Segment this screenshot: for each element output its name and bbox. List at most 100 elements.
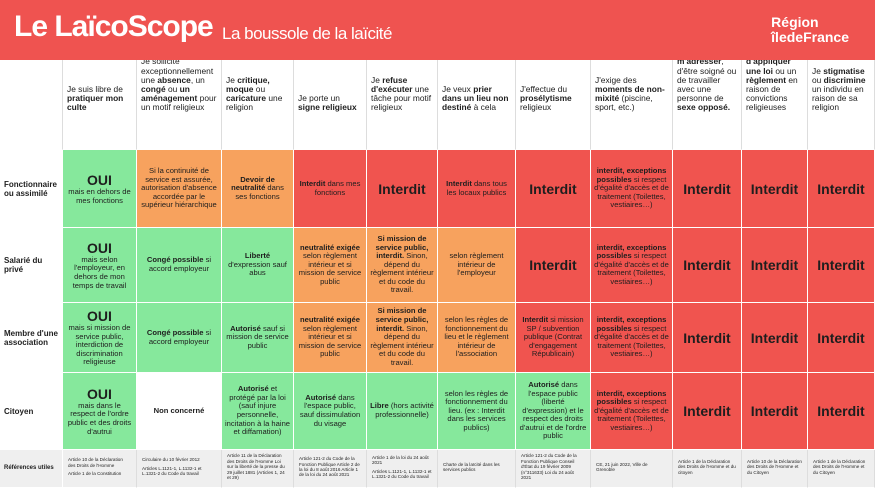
cell: Si mission de service public, interdit. … [367, 303, 438, 373]
text-run: Je veux [442, 84, 474, 94]
cell-text: Interdit [817, 257, 864, 273]
text-run: Je suis libre de [67, 84, 123, 94]
cell: Interdit [808, 373, 875, 450]
cell: Libre (hors activité professionnelle) [367, 373, 438, 450]
cell-text: Interdit [817, 403, 864, 419]
text-run: ou [812, 74, 824, 85]
cell-text: J'exige des moments de non-mixité (pisci… [595, 75, 668, 113]
cell-text: Si mission de service public, interdit. … [370, 234, 434, 295]
cell-text: Je refuse d'exécuter une tâche pour moti… [371, 75, 433, 113]
text-run: ou [253, 84, 266, 94]
text-run: Je [226, 74, 238, 85]
reference-text: Charte de la laïcité dans les services p… [443, 461, 500, 472]
cell: OUI mais dans le respect de l'ordre publi… [63, 373, 137, 450]
reference: Article 1 de la Déclaration des Droits d… [808, 450, 875, 488]
table: Je suis libre de pratiquer mon culte Je s… [0, 60, 875, 488]
cell-text: interdit, exceptions possibles si respec… [594, 242, 669, 287]
cell-text: Je veux prier dans un lieu non destiné à… [442, 84, 511, 113]
text-run: interdit, exceptions possibles [596, 315, 667, 333]
cell-text: neutralité exigée selon règlement intéri… [297, 242, 363, 287]
text-run: prosélytisme [520, 93, 572, 104]
reference: Article 1 de la Déclaration des Droits d… [673, 450, 742, 488]
verdict: Interdit [817, 257, 865, 273]
cell: Autorisé sauf si mission de service publ… [222, 303, 294, 373]
text-run: Non concerné [153, 405, 205, 415]
cell-text: Interdit dans mes fonctions [297, 179, 363, 197]
logo: Le LaïcoScope [14, 10, 214, 43]
region-line: Région [771, 14, 819, 30]
cell: Interdit [742, 228, 808, 303]
text-run: Devoir de neutralité [231, 174, 275, 193]
reference-text: Article 10 de la Déclaration des Droits … [747, 458, 802, 475]
text-run: si mission SP / subvention publique (Con… [523, 315, 584, 359]
verdict: Interdit [750, 403, 799, 419]
text-run: interdit, exceptions possibles [596, 242, 667, 261]
row-header: Salarié du privé [0, 228, 63, 303]
reference-text: Circulaire du 10 février 2012 [142, 457, 200, 463]
cell-text: Si mission de service public, interdit. … [370, 307, 434, 367]
reference: Article 11 de la Déclaration des Droits … [222, 450, 294, 488]
text-run: Interdit [522, 315, 549, 325]
text-run: mais si mission de service public, inter… [68, 323, 131, 367]
reference-text: CE, 21 juin 2022, Ville de Grenoble [596, 461, 648, 472]
text-run: mais selon l'employeur, en dehors de mon… [72, 254, 127, 290]
reference: Article 1 de la loi du 24 août 2021 Artic… [367, 450, 438, 488]
cell: Interdit [742, 373, 808, 450]
verdict: OUI [87, 239, 112, 256]
column-header: Je veux prier dans un lieu non destiné à… [438, 60, 516, 150]
reference: Charte de la laïcité dans les services p… [438, 450, 516, 488]
text-run: mais en dehors de mes fonctions [68, 186, 131, 205]
column-header: Je porte un signe religieux [294, 60, 367, 150]
cell: Interdit [673, 150, 742, 228]
text-run: selon les règles de fonctionnement du li… [444, 315, 509, 359]
verdict: Interdit [683, 403, 731, 419]
verdict: Interdit [750, 329, 799, 346]
cell: Interdit [808, 228, 875, 303]
cell-text: Je sollicite exceptionnellement une abse… [141, 60, 217, 113]
reference-text: Articles L.1121-1, L.1132-1 et L.1321-2 … [142, 465, 202, 477]
text-run: Si la continuité de service est assurée,… [141, 166, 217, 210]
text-run: (hors activité professionnelle) [375, 401, 434, 419]
text-run: dans ses fonctions [235, 183, 284, 201]
cell-text: interdit, exceptions possibles si respec… [594, 315, 669, 359]
cell-text: OUI mais si mission de service public, in… [66, 308, 133, 367]
cell-text: Libre (hors activité professionnelle) [370, 402, 434, 419]
text-run: une tâche pour motif religieux [371, 84, 432, 113]
text-run: , un [190, 74, 205, 85]
cell: OUI mais selon l'employeur, en dehors de … [63, 228, 137, 303]
cell-text: Interdit [751, 257, 798, 273]
text-run: règlement [746, 74, 787, 85]
text-run: neutralité exigée [300, 242, 360, 252]
text-run: et protégé par la loi (sauf injure perso… [225, 384, 291, 437]
verdict: Interdit [817, 180, 865, 197]
region-logo: Région îledeFrance [771, 15, 849, 45]
cell: interdit, exceptions possibles si respec… [591, 373, 673, 450]
cell: OUI mais si mission de service public, in… [63, 303, 137, 373]
text-run: pour un motif religieux [141, 93, 217, 113]
cell-text: Congé possible si accord employeur [140, 328, 218, 346]
cell: Interdit [808, 303, 875, 373]
cell: Interdit [516, 150, 591, 228]
subtitle: La boussole de la laïcité [222, 24, 392, 43]
text-run: dans l'espace public (liberté d'expressi… [519, 379, 587, 441]
reference: Article 121-2 du Code de la Fonction Pub… [294, 450, 367, 488]
cell-text: Interdit [378, 181, 425, 197]
verdict: Interdit [529, 180, 577, 197]
text-run: , d'être soigné ou de travailler avec un… [677, 60, 737, 104]
text-run: Interdit [446, 178, 472, 188]
text-run: signe religieux [298, 102, 357, 113]
cell-text: Si la continuité de service est assurée,… [140, 166, 218, 210]
cell-text: Je critique, moque ou caricature une rel… [226, 74, 289, 113]
reference: CE, 21 juin 2022, Ville de Grenoble [591, 450, 673, 488]
text-run: si accord employeur [148, 255, 212, 273]
text-run: une religion [226, 93, 283, 113]
cell-text: Interdit [751, 403, 798, 419]
verdict: Interdit [683, 180, 731, 197]
cell: Congé possible si accord employeur [137, 303, 222, 373]
row-header: Références utiles [0, 450, 63, 488]
text-run: si respect d'égalité d'accès et de trait… [594, 397, 669, 432]
cell: Interdit [367, 150, 438, 228]
text-run: ou un [773, 65, 797, 76]
cell-text: Interdit [683, 257, 730, 273]
